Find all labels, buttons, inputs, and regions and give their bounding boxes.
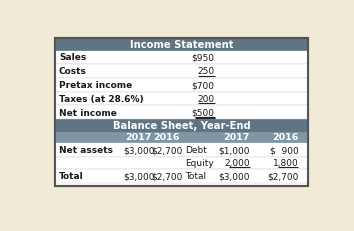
Bar	[55, 51, 308, 64]
Bar	[55, 157, 308, 169]
Bar	[55, 38, 308, 186]
Bar	[55, 143, 308, 157]
Text: Taxes (at 28.6%): Taxes (at 28.6%)	[59, 94, 144, 103]
Text: Total: Total	[59, 172, 84, 181]
Text: 2016: 2016	[272, 133, 298, 142]
Text: $2,700: $2,700	[267, 172, 298, 181]
Text: $950: $950	[192, 53, 215, 62]
Text: $700: $700	[192, 81, 215, 90]
Text: 250: 250	[198, 67, 215, 76]
Text: Costs: Costs	[59, 67, 87, 76]
Text: Debt: Debt	[185, 146, 207, 155]
Text: 2017: 2017	[126, 133, 152, 142]
Text: 2,000: 2,000	[224, 158, 250, 167]
Text: $2,700: $2,700	[151, 146, 182, 155]
Text: Total: Total	[185, 172, 206, 181]
Bar	[55, 169, 308, 183]
Text: $3,000: $3,000	[123, 146, 155, 155]
Text: Net assets: Net assets	[59, 146, 113, 155]
Bar	[55, 92, 308, 106]
Bar	[55, 38, 308, 51]
Text: Income Statement: Income Statement	[130, 40, 233, 50]
Text: Equity: Equity	[185, 158, 214, 167]
Text: $  900: $ 900	[270, 146, 298, 155]
Text: $3,000: $3,000	[123, 172, 155, 181]
Text: 200: 200	[198, 94, 215, 103]
Bar	[55, 64, 308, 78]
Text: $1,000: $1,000	[218, 146, 250, 155]
Bar	[55, 38, 308, 186]
Text: 1,800: 1,800	[273, 158, 298, 167]
Text: $3,000: $3,000	[218, 172, 250, 181]
Text: 2016: 2016	[154, 133, 180, 142]
Bar	[55, 120, 308, 132]
Text: Net income: Net income	[59, 108, 117, 117]
Text: Sales: Sales	[59, 53, 86, 62]
Text: $2,700: $2,700	[151, 172, 182, 181]
Text: Balance Sheet, Year-End: Balance Sheet, Year-End	[113, 121, 250, 131]
Text: 2017: 2017	[223, 133, 250, 142]
Bar	[55, 132, 308, 143]
Text: $500: $500	[192, 108, 215, 117]
Bar	[55, 106, 308, 120]
Text: Pretax income: Pretax income	[59, 81, 132, 90]
Bar	[55, 78, 308, 92]
